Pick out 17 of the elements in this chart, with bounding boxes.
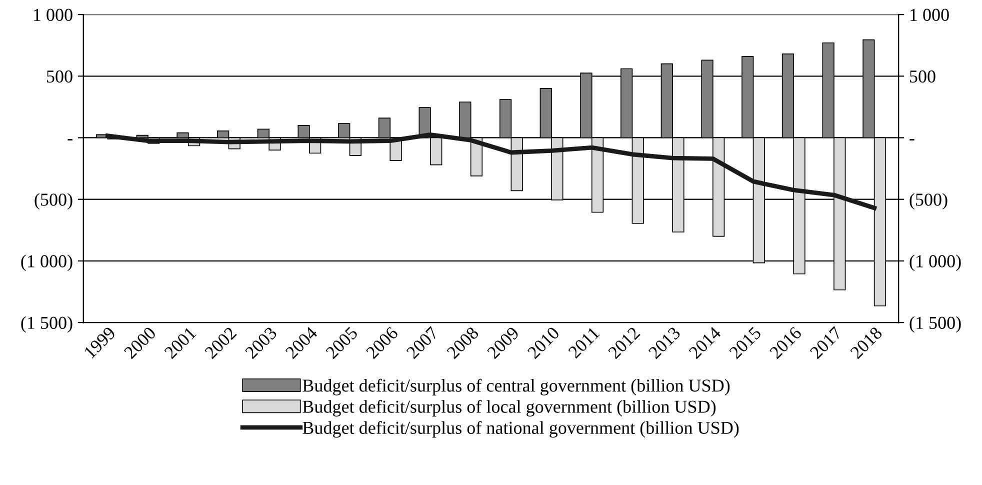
- y2-tick-label: 1 000: [910, 8, 949, 21]
- y-tick-label: (500): [34, 193, 72, 210]
- legend-label: Budget deficit/surplus of national government (billion USD): [302, 421, 739, 438]
- legend-label: Budget deficit/surplus of local government (billion USD): [302, 400, 716, 417]
- x-tick-label: 2011: [568, 326, 600, 359]
- y2-tick-label: (500): [910, 193, 948, 210]
- y2-tick-label: (1 500): [910, 316, 961, 333]
- y2-tick-label: (1 000): [910, 254, 961, 272]
- y-tick-label: (1 500): [21, 316, 72, 333]
- y-tick-label: 500: [47, 70, 72, 83]
- y-tick-label: (1 000): [21, 254, 72, 272]
- legend-label: Budget deficit/surplus of central government (billion USD): [302, 378, 730, 396]
- line-series: [105, 132, 877, 210]
- y-tick-label: 1 000: [34, 8, 72, 21]
- y2-tick-label: -: [910, 139, 914, 140]
- y2-tick-label: 500: [910, 70, 936, 83]
- y-tick-label: -: [68, 139, 72, 140]
